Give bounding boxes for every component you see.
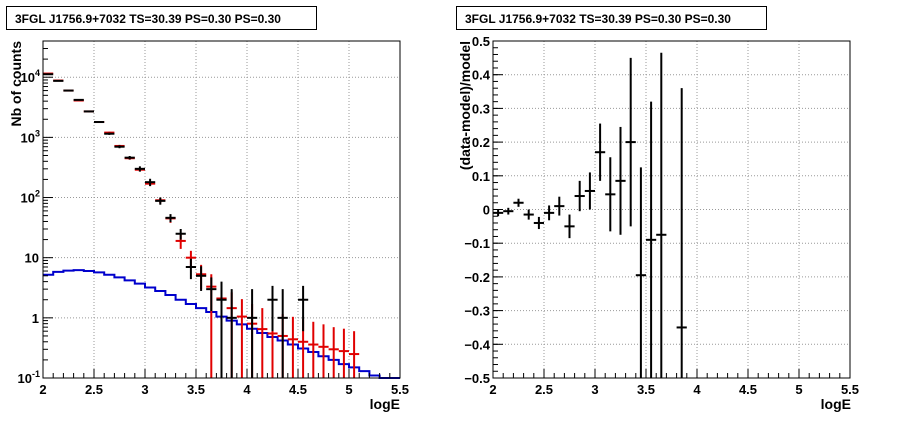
right-x-tick-label: 5 [795, 382, 802, 397]
left-y-tick-label: 10-1 [18, 369, 40, 386]
left-y-axis-label: Nb of counts [8, 41, 24, 127]
right-x-tick-label: 3 [591, 382, 598, 397]
right-x-tick-label: 5.5 [841, 382, 859, 397]
right-y-tick-label: 0 [483, 203, 490, 218]
left-y-tick-label: 102 [21, 189, 40, 206]
model-step-line [43, 269, 400, 379]
right-chart-title: 3FGL J1756.9+7032 TS=30.39 PS=0.30 PS=0.… [456, 6, 767, 30]
right-y-tick-label: 0.4 [472, 68, 491, 83]
left-x-tick-label: 5.5 [391, 382, 409, 397]
left-x-tick-label: 4.5 [289, 382, 307, 397]
left-grid [43, 41, 400, 378]
right-y-tick-label: −0.1 [464, 236, 490, 251]
right-axes: 2 2.5 3 3.5 4 4.5 5 5.5 −0.5 −0.4 −0.3 −0.2 −0.1 0 0.1… [464, 34, 859, 397]
right-series-layer [493, 52, 687, 378]
left-x-tick-label: 3 [141, 382, 148, 397]
left-plot-frame [42, 40, 401, 379]
right-grid [493, 41, 850, 378]
left-x-tick-label: 2 [39, 382, 46, 397]
left-pad: 2 2.5 3 3.5 4 4.5 5 5.5 10-1 1 10 102 103 104 logE Nb… [8, 40, 409, 412]
left-y-tick-label: 1 [32, 311, 39, 326]
left-y-tick-label: 10 [25, 251, 39, 266]
left-x-tick-label: 4 [243, 382, 251, 397]
left-x-tick-label: 3.5 [187, 382, 205, 397]
left-y-tick-label: 104 [21, 68, 40, 85]
left-chart-title: 3FGL J1756.9+7032 TS=30.39 PS=0.30 PS=0.… [6, 6, 317, 30]
right-y-tick-label: −0.3 [464, 304, 490, 319]
right-y-tick-label: 0.5 [472, 34, 490, 49]
left-series-layer [43, 72, 400, 379]
left-axes: 2 2.5 3 3.5 4 4.5 5 5.5 10-1 1 10 102 103 104 [18, 40, 409, 397]
left-x-tick-label: 5 [345, 382, 352, 397]
right-y-tick-label: 0.3 [472, 101, 490, 116]
right-x-tick-label: 2.5 [535, 382, 553, 397]
left-y-tick-label: 103 [21, 128, 40, 145]
right-y-tick-label: −0.5 [464, 371, 490, 386]
right-x-axis-label: logE [821, 396, 851, 412]
right-y-tick-label: 0.2 [472, 135, 490, 150]
right-y-tick-label: −0.4 [464, 337, 490, 352]
right-x-tick-label: 2 [489, 382, 496, 397]
left-x-tick-label: 2.5 [85, 382, 103, 397]
right-y-tick-label: 0.1 [472, 169, 490, 184]
left-x-axis-label: logE [370, 396, 400, 412]
right-x-tick-label: 4.5 [739, 382, 757, 397]
right-x-tick-label: 4 [693, 382, 701, 397]
right-pad: 2 2.5 3 3.5 4 4.5 5 5.5 −0.5 −0.4 −0.3 −0.2 −0.1 0 0.1… [457, 34, 859, 412]
right-y-tick-label: −0.2 [464, 270, 490, 285]
right-x-tick-label: 3.5 [637, 382, 655, 397]
right-y-axis-label: (data-model)/model [457, 41, 473, 170]
